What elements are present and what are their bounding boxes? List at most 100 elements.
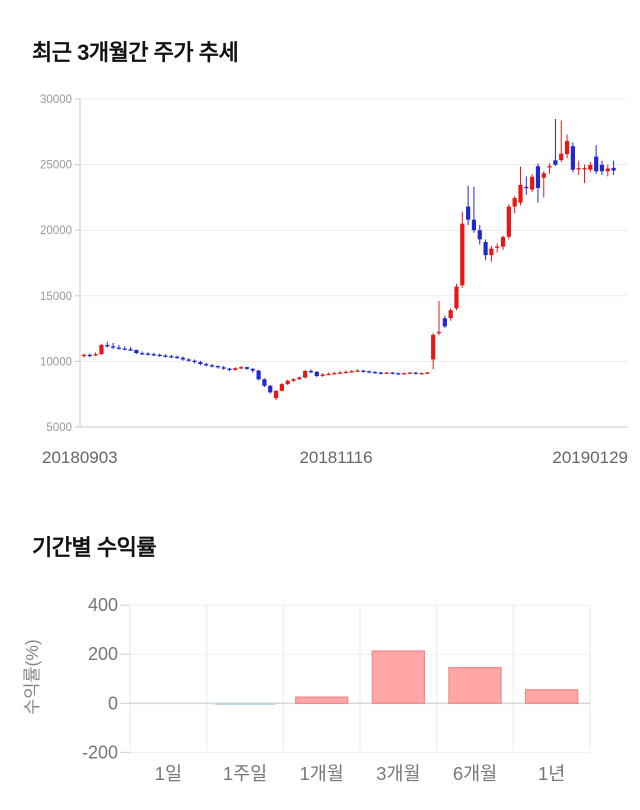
candle-29	[250, 367, 255, 373]
candle-62	[442, 315, 447, 328]
candle-53	[390, 372, 395, 375]
candle-45	[343, 370, 348, 374]
candle-69	[483, 239, 488, 261]
candle-36	[291, 378, 296, 382]
candle-body	[541, 173, 546, 178]
candle-body	[495, 246, 500, 248]
candle-body	[454, 286, 459, 309]
candle-19	[192, 359, 197, 364]
candle-67	[471, 186, 477, 233]
candle-12	[151, 352, 156, 357]
candle-body	[140, 353, 145, 355]
candle-6	[116, 345, 122, 350]
category-label-1년: 1년	[538, 763, 565, 784]
candle-body	[291, 379, 296, 381]
candle-13	[157, 353, 162, 357]
candle-38	[303, 369, 308, 379]
candle-body	[570, 146, 575, 170]
candle-65	[460, 211, 465, 288]
returns-y-tick-label--200: -200	[82, 742, 118, 762]
candle-body	[588, 164, 593, 170]
candle-body	[99, 345, 104, 355]
candle-61	[436, 301, 442, 336]
candle-10	[140, 351, 145, 355]
candle-86	[582, 164, 587, 183]
candle-90	[605, 164, 610, 177]
candle-85	[576, 160, 581, 176]
candle-91	[611, 160, 616, 176]
candle-body	[116, 347, 122, 349]
candle-body	[442, 318, 447, 327]
candle-26	[233, 367, 238, 371]
candle-body	[436, 331, 442, 334]
candle-body	[233, 368, 238, 370]
candle-body	[576, 168, 581, 170]
candle-40	[314, 370, 319, 378]
candle-78	[535, 163, 541, 203]
candle-body	[204, 364, 209, 366]
candle-25	[227, 367, 232, 372]
candle-49	[367, 370, 372, 374]
candle-body	[378, 372, 383, 374]
candle-body	[134, 349, 139, 354]
candle-81	[553, 118, 558, 166]
candle-body	[500, 237, 506, 247]
candle-46	[349, 369, 354, 373]
candle-1	[87, 353, 92, 357]
candle-body	[483, 242, 488, 256]
candle-74	[512, 196, 517, 214]
category-label-1일: 1일	[155, 763, 182, 784]
price-chart-title: 최근 3개월간 주가 추세	[32, 40, 239, 65]
candle-73	[506, 203, 511, 240]
candle-48	[361, 369, 366, 373]
candle-31	[262, 378, 267, 387]
y-tick-label-20000: 20000	[40, 225, 72, 237]
y-tick-label-25000: 25000	[40, 160, 72, 172]
candle-body	[285, 380, 290, 385]
candle-body	[93, 354, 98, 356]
returns-y-axis-title: 수익률(%)	[22, 639, 42, 715]
candle-body	[314, 371, 319, 376]
category-label-1개월: 1개월	[299, 763, 343, 784]
candle-body	[192, 360, 197, 363]
candle-body	[273, 390, 279, 399]
candle-50	[372, 371, 378, 374]
candle-28	[244, 366, 250, 370]
candle-body	[355, 370, 360, 372]
candle-4	[105, 341, 110, 348]
returns-y-tick-label-0: 0	[108, 693, 118, 713]
candle-47	[355, 369, 360, 372]
candle-body	[215, 365, 220, 368]
candle-body	[477, 230, 482, 240]
candle-35	[285, 379, 290, 386]
candle-body	[320, 374, 325, 376]
candle-39	[308, 369, 314, 374]
candle-body	[372, 371, 378, 374]
candle-body	[402, 373, 407, 375]
candle-body	[128, 349, 133, 351]
candle-body	[122, 348, 127, 350]
candle-68	[477, 224, 482, 245]
candle-body	[547, 166, 552, 168]
candle-70	[489, 245, 494, 262]
candle-body	[535, 166, 541, 188]
candle-body	[198, 362, 203, 365]
bar-6개월	[448, 667, 502, 705]
candle-body	[343, 371, 348, 374]
candle-body	[407, 372, 413, 374]
candle-body	[239, 367, 244, 369]
candle-27	[239, 365, 244, 370]
candle-body	[256, 370, 261, 380]
candle-body	[524, 186, 529, 189]
candle-71	[495, 243, 500, 253]
candle-body	[163, 355, 168, 357]
bar-1개월	[294, 696, 349, 704]
y-tick-label-10000: 10000	[40, 356, 72, 368]
candle-79	[541, 171, 546, 198]
candle-80	[547, 163, 552, 174]
candle-88	[594, 145, 599, 174]
candle-2	[93, 352, 98, 357]
candle-14	[163, 354, 168, 358]
candle-82	[559, 120, 564, 162]
